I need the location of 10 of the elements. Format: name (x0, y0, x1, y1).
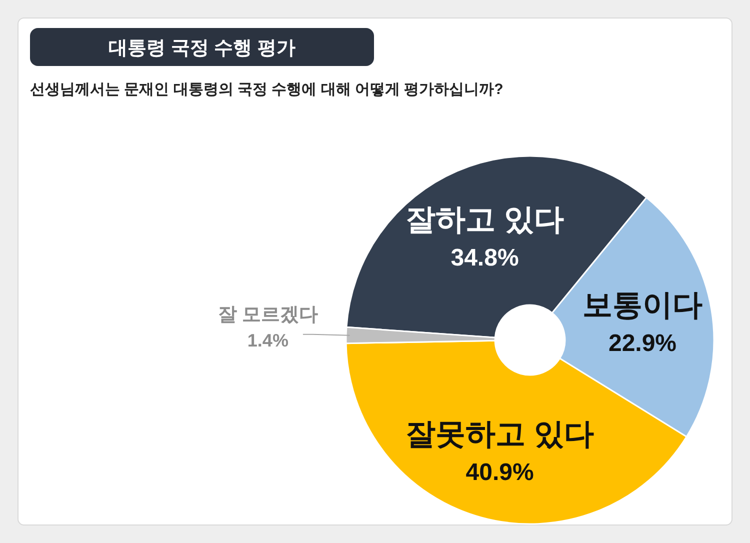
data-label: 40.9% (466, 459, 534, 486)
slice-label: 잘못하고 있다 (406, 418, 594, 452)
slice-label: 보통이다 (582, 289, 703, 322)
slice-label: 잘 모르겠다 (218, 304, 318, 326)
slice-label: 잘하고 있다 (406, 203, 564, 236)
data-label: 34.8% (450, 244, 519, 272)
chart-title: 대통령 국정 수행 평가 (108, 38, 296, 59)
chart-subtitle: 선생님께서는 문재인 대통령의 국정 수행에 대해 어떻게 평가하십니까? (30, 81, 504, 98)
data-label: 1.4% (247, 330, 288, 350)
data-label: 22.9% (608, 330, 677, 358)
